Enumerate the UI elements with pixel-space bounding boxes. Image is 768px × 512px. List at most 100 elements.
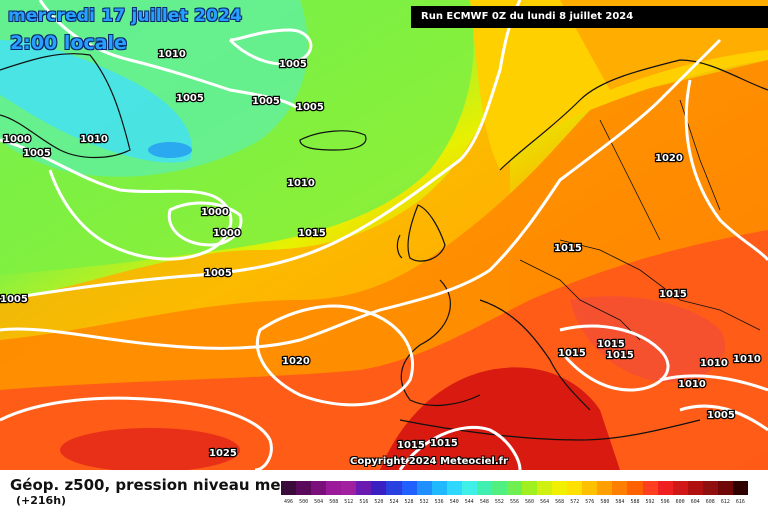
scale-swatch bbox=[461, 481, 477, 495]
britain-coast bbox=[407, 204, 446, 262]
isobar-label: 1000 bbox=[3, 134, 31, 145]
isobar-label: 1015 bbox=[397, 440, 425, 451]
isobar-label: 1020 bbox=[655, 153, 683, 164]
scale-swatch bbox=[642, 481, 658, 495]
scale-swatch bbox=[717, 481, 733, 495]
isobar-label: 1005 bbox=[279, 59, 307, 70]
scale-label: 588 bbox=[630, 499, 640, 505]
scale-swatch bbox=[657, 481, 673, 495]
band-deep-red bbox=[380, 367, 620, 470]
isobar-label: 1005 bbox=[0, 294, 28, 305]
isobar-1015-med-west bbox=[398, 425, 522, 470]
isobar-1015-europe bbox=[0, 38, 722, 350]
band-light-blue bbox=[0, 40, 192, 163]
legend-footer: Géop. z500, pression niveau mer (+216h) … bbox=[0, 470, 768, 512]
isobar-label: 1015 bbox=[597, 339, 625, 350]
scale-swatch bbox=[416, 481, 432, 495]
isobar-1005-north bbox=[228, 28, 313, 66]
scale-swatch bbox=[281, 481, 297, 495]
isobar-label: 1015 bbox=[606, 350, 634, 361]
scale-label: 544 bbox=[464, 499, 474, 505]
isobar-label: 1005 bbox=[23, 148, 51, 159]
scale-swatch bbox=[612, 481, 628, 495]
isobar-label: 1010 bbox=[158, 49, 186, 60]
isobar-label: 1015 bbox=[430, 438, 458, 449]
isobar-labels: 1010 1005 1005 1005 1005 1000 1010 1005 … bbox=[0, 48, 762, 461]
run-info-banner: Run ECMWF 0Z du lundi 8 juillet 2024 bbox=[411, 6, 768, 28]
low-core bbox=[148, 142, 192, 158]
scale-swatch bbox=[446, 481, 462, 495]
scale-label: 552 bbox=[494, 499, 504, 505]
color-scale bbox=[281, 481, 748, 495]
scale-label: 512 bbox=[344, 499, 354, 505]
isobar-label: 1010 bbox=[733, 354, 761, 365]
italy-coast bbox=[479, 299, 591, 411]
ireland-coast bbox=[396, 234, 403, 259]
scale-label: 556 bbox=[509, 499, 519, 505]
scale-swatch bbox=[567, 481, 583, 495]
copyright-notice: Copyright 2024 Meteociel.fr bbox=[350, 456, 508, 467]
isobar-label: 1005 bbox=[296, 102, 324, 113]
iberia-coast bbox=[400, 279, 481, 406]
scale-label: 536 bbox=[434, 499, 444, 505]
isobar-label: 1015 bbox=[558, 348, 586, 359]
scale-label: 508 bbox=[329, 499, 339, 505]
scale-label: 596 bbox=[660, 499, 670, 505]
scandinavia-coast bbox=[499, 59, 768, 171]
forecast-time: 2:00 locale bbox=[10, 32, 127, 54]
isobar-1010-north bbox=[38, 0, 302, 112]
isobar-1025-azores bbox=[0, 396, 273, 470]
forecast-date: mercredi 17 juillet 2024 bbox=[8, 6, 243, 26]
scale-label: 600 bbox=[675, 499, 685, 505]
scale-swatch bbox=[431, 481, 447, 495]
scale-label: 612 bbox=[720, 499, 730, 505]
isobar-label: 1005 bbox=[204, 268, 232, 279]
isobar-1005-west bbox=[0, 138, 233, 261]
scale-label: 580 bbox=[600, 499, 610, 505]
map-area: 1010 1005 1005 1005 1005 1000 1010 1005 … bbox=[0, 0, 768, 470]
iceland-coast bbox=[299, 130, 367, 151]
scale-swatch bbox=[522, 481, 538, 495]
isobar-label: 1010 bbox=[80, 134, 108, 145]
isobar-label: 1000 bbox=[213, 228, 241, 239]
scale-label: 568 bbox=[555, 499, 565, 505]
isobar-label: 1005 bbox=[176, 93, 204, 104]
isobar-1020-east bbox=[684, 79, 768, 261]
scale-swatch bbox=[702, 481, 718, 495]
scale-label: 584 bbox=[615, 499, 625, 505]
scale-label: 572 bbox=[570, 499, 580, 505]
scale-swatch bbox=[597, 481, 613, 495]
scale-swatch bbox=[687, 481, 703, 495]
scale-label: 560 bbox=[525, 499, 535, 505]
scale-label: 604 bbox=[690, 499, 700, 505]
isobar-label: 1025 bbox=[209, 448, 237, 459]
scale-swatch bbox=[552, 481, 568, 495]
scale-swatch bbox=[311, 481, 327, 495]
scale-swatch bbox=[296, 481, 312, 495]
scale-swatch bbox=[326, 481, 342, 495]
scale-swatch bbox=[491, 481, 507, 495]
scale-swatch bbox=[627, 481, 643, 495]
borders-east bbox=[559, 239, 761, 331]
scale-label: 540 bbox=[449, 499, 459, 505]
north-africa-coast bbox=[399, 419, 701, 441]
greenland-coast bbox=[0, 53, 131, 159]
scale-label: 608 bbox=[705, 499, 715, 505]
scale-swatch bbox=[356, 481, 372, 495]
scale-swatch bbox=[476, 481, 492, 495]
legend-title: Géop. z500, pression niveau mer bbox=[10, 476, 288, 494]
scale-swatch bbox=[672, 481, 688, 495]
scale-label: 592 bbox=[645, 499, 655, 505]
borders-central bbox=[519, 259, 641, 341]
isobar-label: 1005 bbox=[252, 96, 280, 107]
azores-high-core bbox=[60, 428, 240, 470]
scale-label: 528 bbox=[404, 499, 414, 505]
scale-label: 504 bbox=[314, 499, 324, 505]
scale-swatch bbox=[371, 481, 387, 495]
scale-swatch bbox=[506, 481, 522, 495]
scale-label: 524 bbox=[389, 499, 399, 505]
isobar-label: 1015 bbox=[659, 289, 687, 300]
scale-label: 520 bbox=[374, 499, 384, 505]
scale-swatch bbox=[401, 481, 417, 495]
isobar-label: 1015 bbox=[298, 228, 326, 239]
